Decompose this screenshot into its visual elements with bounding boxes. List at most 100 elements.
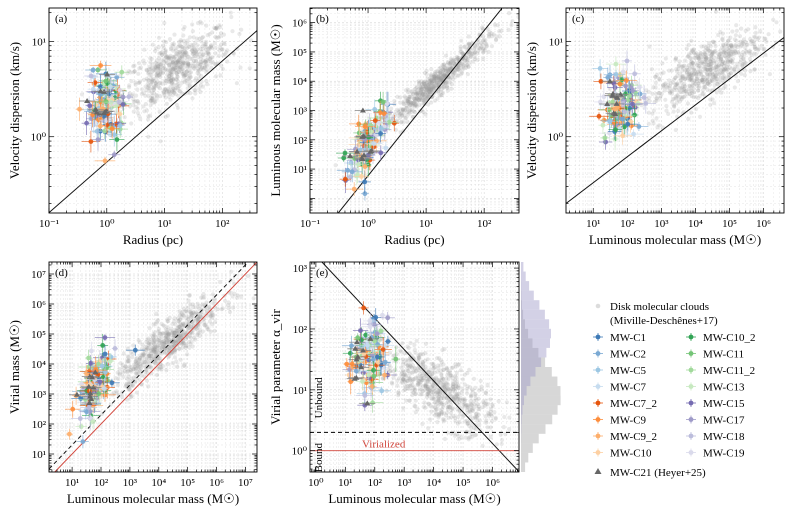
disk-point [172,63,176,67]
disk-point [175,365,179,369]
disk-point [429,67,433,71]
disk-point [708,75,712,79]
disk-point [166,325,170,329]
disk-point [119,361,123,365]
disk-point [177,318,181,322]
disk-point [456,73,460,77]
disk-point [147,78,151,82]
disk-point [414,104,418,108]
disk-point [171,361,175,365]
cluster-point [81,439,86,444]
disk-point [429,74,433,78]
disk-point [403,94,407,98]
cluster-point [625,59,630,64]
disk-point [180,55,184,59]
disk-point [172,331,176,335]
mw-clusters [76,61,133,165]
x-tick-label: 10³ [654,218,669,230]
disk-point [735,29,739,33]
cluster-point [117,112,122,117]
disk-point [698,115,702,119]
y-axis-label: Velocity dispersion (km/s) [7,42,22,179]
disk-point [181,33,185,37]
disk-point [214,74,218,78]
disk-point [210,30,214,34]
plot-area [49,8,264,213]
cluster-point [362,180,367,185]
panel-label: (a) [55,13,68,25]
cluster-point [117,100,122,105]
cluster-point [359,174,364,179]
disk-point [122,351,126,355]
disk-point [162,39,166,43]
disk-point [751,42,755,46]
disk-point [689,62,693,66]
disk-point [195,37,199,41]
disk-point [740,43,744,47]
disk-point [139,374,143,378]
disk-point [235,81,239,85]
disk-point [483,38,487,42]
disk-point [696,89,700,93]
disk-point [225,59,229,63]
disk-point [406,90,410,94]
cluster-point [98,379,103,384]
disk-point [135,391,139,395]
disk-point [238,65,242,69]
disk-point [228,310,232,314]
disk-point [190,22,194,26]
disk-point [711,40,715,44]
disk-point [675,101,679,105]
disk-point [420,82,424,86]
cluster-point [119,70,124,75]
disk-point [473,44,477,48]
disk-point [123,369,127,373]
disk-point [683,59,687,63]
disk-point [767,32,771,36]
x-tick-label: 10² [215,218,230,230]
disk-point [694,72,698,76]
disk-point [768,72,772,76]
disk-point [179,358,183,362]
disk-point [186,299,190,303]
disk-point [180,312,184,316]
disk-point [157,45,161,49]
disk-point [654,92,658,96]
disk-point [176,94,180,98]
cluster-point [603,136,608,141]
disk-point [170,42,174,46]
disk-point [217,54,221,58]
disk-point [135,87,139,91]
disk-point [194,59,198,63]
disk-point [136,111,140,115]
cluster-point [108,84,113,89]
cluster-point [352,187,357,192]
y-tick-label: 10⁰ [31,132,47,144]
disk-point [400,120,404,124]
cluster-point [77,107,82,112]
disk-point [144,88,148,92]
x-tick-label: 10¹ [586,218,600,230]
disk-point [158,75,162,79]
disk-point [178,89,182,93]
cluster-point [91,87,96,92]
disk-point [446,69,450,73]
disk-point [192,54,196,58]
disk-point [129,121,133,125]
x-tick-label: 10⁰ [99,218,115,230]
cluster-point [632,71,637,76]
disk-point [188,35,192,39]
disk-point [697,55,701,59]
disk-point [187,315,191,319]
disk-point [703,85,707,89]
disk-point [689,77,693,81]
cluster-point [620,117,625,122]
disk-point [689,111,693,115]
disk-point [146,384,150,388]
disk-point [127,83,131,87]
disk-point [199,296,203,300]
disk-point [712,101,716,105]
disk-point [151,69,155,73]
